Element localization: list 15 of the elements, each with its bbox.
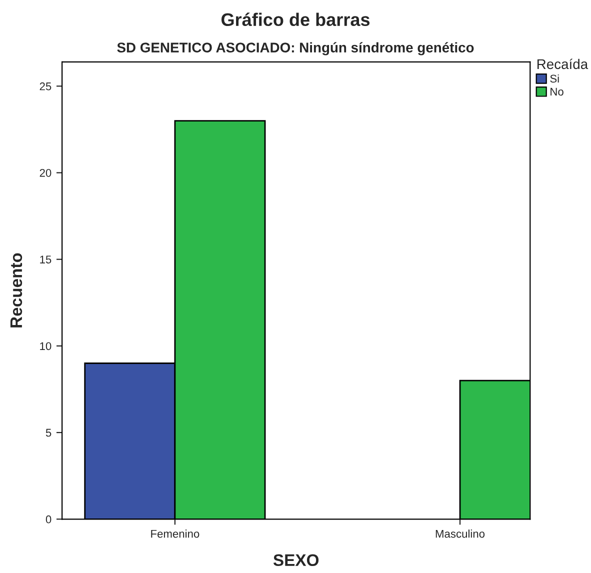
y-tick-label: 20 bbox=[40, 169, 52, 177]
y-tick-label: 15 bbox=[40, 256, 52, 264]
legend-title: Recaída bbox=[537, 58, 588, 70]
chart-title: Gráfico de barras bbox=[221, 12, 370, 26]
y-tick-label: 25 bbox=[40, 82, 52, 90]
y-tick-label: 10 bbox=[40, 342, 52, 350]
x-tick-label: Masculino bbox=[436, 530, 485, 538]
chart-subtitle: SD GENETICO ASOCIADO: Ningún síndrome genético bbox=[117, 42, 474, 56]
y-tick-label: 0 bbox=[46, 515, 52, 524]
x-tick-label: Femenino bbox=[151, 530, 200, 538]
legend-label: No bbox=[550, 88, 564, 96]
legend-label: Si bbox=[550, 74, 559, 83]
y-axis-title: Recuento bbox=[10, 253, 22, 328]
x-axis-title: SEXO bbox=[273, 554, 319, 566]
y-tick-label: 5 bbox=[46, 428, 52, 437]
